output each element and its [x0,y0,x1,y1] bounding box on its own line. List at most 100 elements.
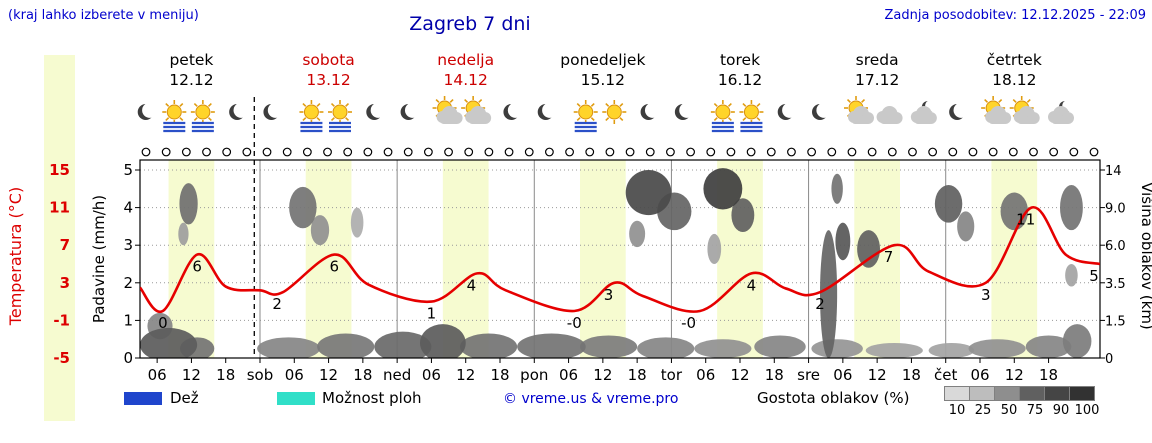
cloud-density-tick-label: 50 [1000,403,1018,418]
curve-value-label: 6 [330,258,340,276]
x-tick-label: 06 [285,366,304,384]
clear-sky-symbol [1069,147,1079,157]
x-tick-label: 12 [1005,366,1024,384]
day-name: ponedeljek [560,51,646,69]
curve-value-label: 0 [158,314,168,332]
day-name: sreda [855,51,899,69]
cloud-blob [580,335,638,358]
cloud-density-swatch [1019,386,1045,401]
cloud-blob [928,342,975,358]
clear-sky-symbol [1049,147,1059,157]
cloud-blob [820,230,838,358]
moon-icon [263,102,284,120]
day-header-nedelja: nedelja 14.12 [401,50,531,90]
day-date: 13.12 [306,71,351,89]
cloud-blob [731,198,755,233]
day-header-torek: torek 16.12 [675,50,805,90]
x-tick-label: 06 [696,366,715,384]
cloud-moon-icon [1048,99,1074,124]
x-tick-label: sob [247,366,274,384]
cloud-height-tick-label: 0 [1105,352,1113,367]
x-tick-label: ned [383,366,411,384]
x-tick-label: 18 [490,366,509,384]
cloud-density-scale-ticks: 10 25 50 75 90 100 [944,403,1100,418]
moon-icon [537,102,558,120]
cloud-blob [1065,264,1078,287]
clear-sky-symbol [746,147,756,157]
clear-sky-symbol [524,147,534,157]
sun-fog-icon [162,100,187,133]
temperature-tick-label: 15 [49,161,70,179]
precip-tick-label: 5 [123,161,133,179]
precip-tick-label: 3 [123,236,133,254]
cloud-blob [350,207,364,238]
sun-icon [602,100,627,124]
cloud-blob [317,333,375,358]
cloud-blob [1025,335,1072,358]
clear-sky-symbol [464,147,474,157]
precip-axis-title: Padavine (mm/h) [90,195,108,323]
cloud-blob [857,230,880,268]
cloud-density-swatch [994,386,1020,401]
sun-fog-icon [190,100,215,133]
day-date: 12.12 [169,71,214,89]
cloud-blob [179,183,198,225]
x-tick-label: 18 [902,366,921,384]
day-date: 18.12 [992,71,1037,89]
moon-icon [400,102,421,120]
x-tick-label: 12 [593,366,612,384]
daylight-band [442,160,489,358]
clear-sky-symbol [403,147,413,157]
cloud-height-tick-label: 3.5 [1105,277,1126,292]
clear-sky-symbol [1029,147,1038,157]
cloud-blob [707,233,722,264]
cloud-sun-icon [461,96,492,124]
cloud-height-tick-label: 1.5 [1105,314,1126,329]
cloud-blob [637,337,695,358]
daylight-band [580,160,626,358]
last-update: Zadnja posodobitev: 12.12.2025 - 22:09 [884,8,1146,23]
clear-sky-symbol [787,147,796,157]
cloud-blob [694,339,752,358]
day-date: 16.12 [717,71,763,89]
cloud-height-tick-label: 6.0 [1105,239,1126,254]
moon-icon [812,102,832,120]
left-accent-strip [44,55,75,421]
cloud-blob [703,168,743,210]
cloud-blob [625,170,672,216]
copyright-link[interactable]: © vreme.us & vreme.pro [503,391,679,407]
curve-value-label: 5 [1089,267,1099,285]
clear-sky-symbol [323,147,332,157]
cloud-blob [460,333,518,358]
clear-sky-symbol [262,147,272,157]
day-name: petek [169,51,214,69]
clear-sky-symbol [484,147,494,157]
cloud-density-swatch [969,386,995,401]
day-name: nedelja [437,51,495,69]
clear-sky-symbol [847,147,857,157]
clear-sky-symbol [363,147,373,157]
x-tick-label: 06 [559,366,578,384]
day-header-ponedeljek: ponedeljek 15.12 [538,50,668,90]
clear-sky-symbol [504,147,514,157]
temperature-tick-label: -5 [53,349,70,367]
moon-icon [640,102,661,120]
curve-value-label: 4 [467,276,477,294]
clear-sky-symbol [1089,147,1099,157]
curve-value-label: 3 [981,286,991,304]
moon-icon [503,102,524,120]
page-title: Zagreb 7 dni [409,13,531,35]
temperature-curve [140,206,1100,313]
rain-swatch [124,392,162,405]
precip-tick-label: 1 [123,311,133,329]
cloud-blob [934,185,963,223]
x-tick-label: 06 [148,366,167,384]
cloud-density-tick-label: 10 [948,403,966,418]
curve-value-label: 3 [604,286,614,304]
clear-sky-symbol [686,147,695,157]
clear-sky-symbol [867,147,877,157]
cloud-blob [1062,324,1092,358]
cloud-blob [420,324,466,358]
showers-legend-label: Možnost ploh [322,389,422,407]
